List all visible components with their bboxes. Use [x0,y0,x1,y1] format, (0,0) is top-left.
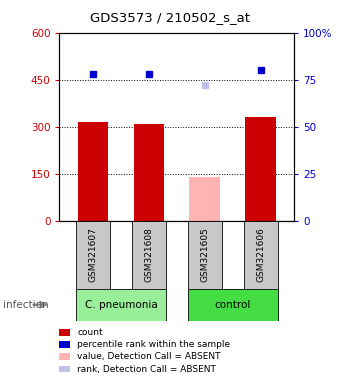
Text: rank, Detection Call = ABSENT: rank, Detection Call = ABSENT [77,364,216,374]
Bar [132,221,166,289]
Text: control: control [215,300,251,310]
Text: GSM321606: GSM321606 [256,227,265,282]
Text: value, Detection Call = ABSENT: value, Detection Call = ABSENT [77,352,221,361]
Bar [188,221,222,289]
Bar [78,122,108,221]
Text: C. pneumonia: C. pneumonia [85,300,157,310]
Bar [76,221,110,289]
Bar [189,177,220,221]
Bar [245,118,276,221]
Text: GSM321608: GSM321608 [144,227,153,282]
Text: GSM321605: GSM321605 [200,227,209,282]
Bar [134,124,164,221]
Bar [243,221,278,289]
Text: GSM321607: GSM321607 [88,227,98,282]
Bar [188,289,278,321]
Text: infection: infection [3,300,49,310]
Text: GDS3573 / 210502_s_at: GDS3573 / 210502_s_at [90,11,250,24]
Text: count: count [77,328,103,337]
Bar [76,289,166,321]
Text: percentile rank within the sample: percentile rank within the sample [77,340,230,349]
